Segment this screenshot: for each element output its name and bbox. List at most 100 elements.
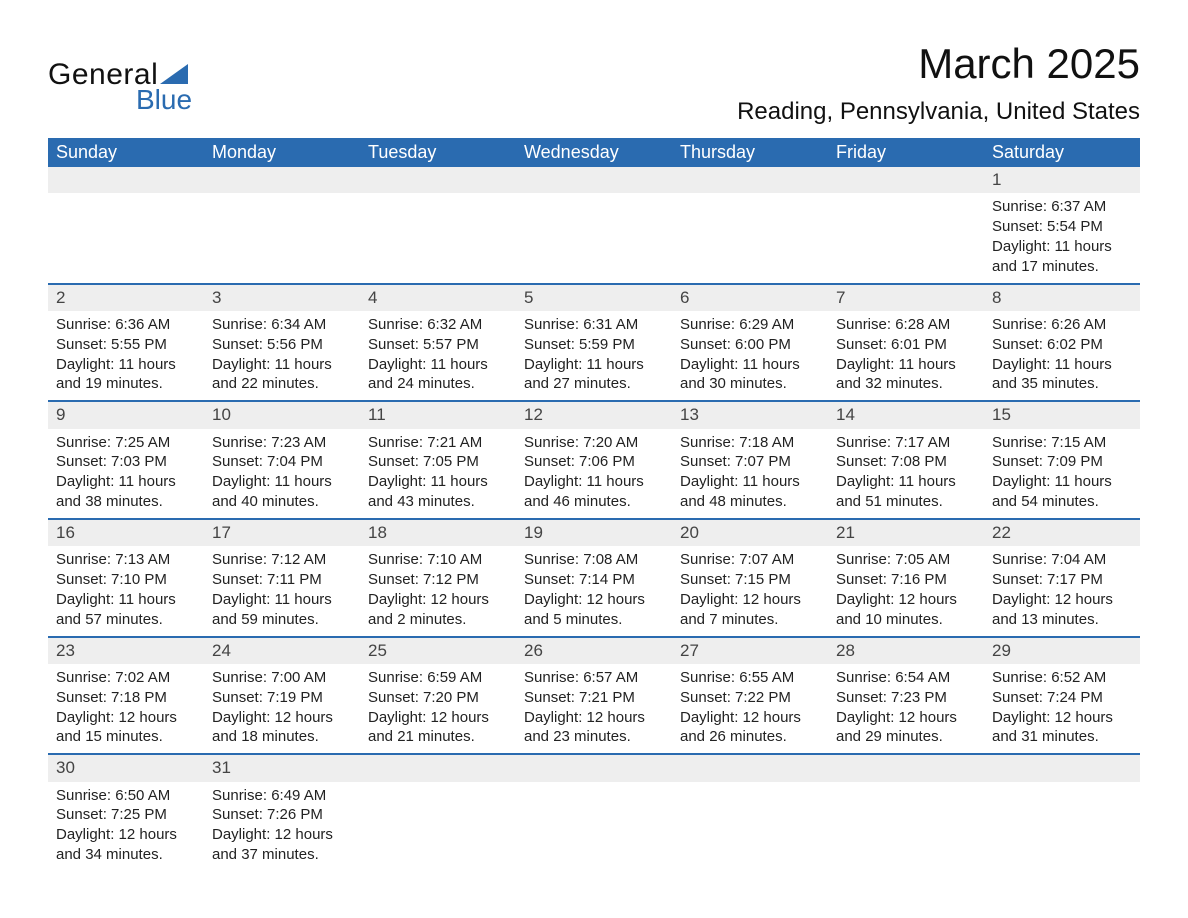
daylight-line: Daylight: 11 hours and 32 minutes. xyxy=(836,355,976,395)
daylight-line: Daylight: 12 hours and 23 minutes. xyxy=(524,708,664,748)
weekday-header: Monday xyxy=(204,138,360,167)
day-number xyxy=(984,755,1140,781)
daylight-line: Daylight: 11 hours and 43 minutes. xyxy=(368,472,508,512)
calendar-week-row: 1Sunrise: 6:37 AMSunset: 5:54 PMDaylight… xyxy=(48,167,1140,284)
calendar-day-cell xyxy=(672,754,828,871)
day-number: 14 xyxy=(828,402,984,428)
sunrise-line: Sunrise: 6:54 AM xyxy=(836,668,976,688)
day-number: 3 xyxy=(204,285,360,311)
sunset-line: Sunset: 7:14 PM xyxy=(524,570,664,590)
day-body: Sunrise: 7:04 AMSunset: 7:17 PMDaylight:… xyxy=(984,546,1140,635)
day-number: 28 xyxy=(828,638,984,664)
daylight-line: Daylight: 12 hours and 37 minutes. xyxy=(212,825,352,865)
day-body: Sunrise: 7:18 AMSunset: 7:07 PMDaylight:… xyxy=(672,429,828,518)
sunset-line: Sunset: 7:21 PM xyxy=(524,688,664,708)
calendar-day-cell: 19Sunrise: 7:08 AMSunset: 7:14 PMDayligh… xyxy=(516,519,672,637)
day-body xyxy=(672,782,828,792)
day-body: Sunrise: 7:12 AMSunset: 7:11 PMDaylight:… xyxy=(204,546,360,635)
sunrise-line: Sunrise: 6:31 AM xyxy=(524,315,664,335)
sunset-line: Sunset: 7:04 PM xyxy=(212,452,352,472)
day-number: 12 xyxy=(516,402,672,428)
calendar-day-cell: 12Sunrise: 7:20 AMSunset: 7:06 PMDayligh… xyxy=(516,401,672,519)
day-number: 18 xyxy=(360,520,516,546)
sunrise-line: Sunrise: 7:15 AM xyxy=(992,433,1132,453)
sunset-line: Sunset: 6:02 PM xyxy=(992,335,1132,355)
day-body: Sunrise: 6:28 AMSunset: 6:01 PMDaylight:… xyxy=(828,311,984,400)
day-number: 24 xyxy=(204,638,360,664)
day-number: 30 xyxy=(48,755,204,781)
sunset-line: Sunset: 7:03 PM xyxy=(56,452,196,472)
day-number xyxy=(360,167,516,193)
daylight-line: Daylight: 12 hours and 7 minutes. xyxy=(680,590,820,630)
day-body: Sunrise: 7:02 AMSunset: 7:18 PMDaylight:… xyxy=(48,664,204,753)
calendar-week-row: 23Sunrise: 7:02 AMSunset: 7:18 PMDayligh… xyxy=(48,637,1140,755)
day-body: Sunrise: 6:50 AMSunset: 7:25 PMDaylight:… xyxy=(48,782,204,871)
sunrise-line: Sunrise: 7:07 AM xyxy=(680,550,820,570)
sunrise-line: Sunrise: 7:20 AM xyxy=(524,433,664,453)
calendar-week-row: 16Sunrise: 7:13 AMSunset: 7:10 PMDayligh… xyxy=(48,519,1140,637)
sunset-line: Sunset: 7:16 PM xyxy=(836,570,976,590)
daylight-line: Daylight: 11 hours and 19 minutes. xyxy=(56,355,196,395)
calendar-day-cell xyxy=(984,754,1140,871)
daylight-line: Daylight: 11 hours and 46 minutes. xyxy=(524,472,664,512)
day-body: Sunrise: 6:57 AMSunset: 7:21 PMDaylight:… xyxy=(516,664,672,753)
day-body: Sunrise: 6:52 AMSunset: 7:24 PMDaylight:… xyxy=(984,664,1140,753)
calendar-table: SundayMondayTuesdayWednesdayThursdayFrid… xyxy=(48,138,1140,871)
calendar-day-cell: 14Sunrise: 7:17 AMSunset: 7:08 PMDayligh… xyxy=(828,401,984,519)
calendar-day-cell xyxy=(828,167,984,284)
calendar-day-cell: 21Sunrise: 7:05 AMSunset: 7:16 PMDayligh… xyxy=(828,519,984,637)
sunrise-line: Sunrise: 6:32 AM xyxy=(368,315,508,335)
sunrise-line: Sunrise: 6:29 AM xyxy=(680,315,820,335)
logo: General Blue xyxy=(48,58,192,116)
calendar-day-cell: 16Sunrise: 7:13 AMSunset: 7:10 PMDayligh… xyxy=(48,519,204,637)
sunrise-line: Sunrise: 6:37 AM xyxy=(992,197,1132,217)
calendar-day-cell: 13Sunrise: 7:18 AMSunset: 7:07 PMDayligh… xyxy=(672,401,828,519)
calendar-day-cell: 8Sunrise: 6:26 AMSunset: 6:02 PMDaylight… xyxy=(984,284,1140,402)
day-number xyxy=(672,167,828,193)
daylight-line: Daylight: 11 hours and 38 minutes. xyxy=(56,472,196,512)
daylight-line: Daylight: 12 hours and 15 minutes. xyxy=(56,708,196,748)
sunset-line: Sunset: 7:12 PM xyxy=(368,570,508,590)
sunrise-line: Sunrise: 6:26 AM xyxy=(992,315,1132,335)
daylight-line: Daylight: 12 hours and 5 minutes. xyxy=(524,590,664,630)
sunrise-line: Sunrise: 6:59 AM xyxy=(368,668,508,688)
day-number: 31 xyxy=(204,755,360,781)
calendar-day-cell: 27Sunrise: 6:55 AMSunset: 7:22 PMDayligh… xyxy=(672,637,828,755)
sunset-line: Sunset: 7:22 PM xyxy=(680,688,820,708)
daylight-line: Daylight: 12 hours and 2 minutes. xyxy=(368,590,508,630)
day-body: Sunrise: 6:34 AMSunset: 5:56 PMDaylight:… xyxy=(204,311,360,400)
calendar-day-cell xyxy=(516,754,672,871)
calendar-day-cell: 23Sunrise: 7:02 AMSunset: 7:18 PMDayligh… xyxy=(48,637,204,755)
day-number: 1 xyxy=(984,167,1140,193)
day-number: 21 xyxy=(828,520,984,546)
day-body: Sunrise: 7:15 AMSunset: 7:09 PMDaylight:… xyxy=(984,429,1140,518)
day-body: Sunrise: 6:36 AMSunset: 5:55 PMDaylight:… xyxy=(48,311,204,400)
sunrise-line: Sunrise: 6:55 AM xyxy=(680,668,820,688)
sunrise-line: Sunrise: 7:25 AM xyxy=(56,433,196,453)
daylight-line: Daylight: 12 hours and 29 minutes. xyxy=(836,708,976,748)
header: General Blue March 2025 Reading, Pennsyl… xyxy=(48,40,1140,126)
sunrise-line: Sunrise: 7:23 AM xyxy=(212,433,352,453)
daylight-line: Daylight: 11 hours and 51 minutes. xyxy=(836,472,976,512)
day-number xyxy=(516,167,672,193)
daylight-line: Daylight: 11 hours and 59 minutes. xyxy=(212,590,352,630)
sunrise-line: Sunrise: 6:36 AM xyxy=(56,315,196,335)
sunset-line: Sunset: 7:24 PM xyxy=(992,688,1132,708)
day-body: Sunrise: 6:31 AMSunset: 5:59 PMDaylight:… xyxy=(516,311,672,400)
day-body: Sunrise: 6:59 AMSunset: 7:20 PMDaylight:… xyxy=(360,664,516,753)
sunrise-line: Sunrise: 7:13 AM xyxy=(56,550,196,570)
calendar-day-cell: 22Sunrise: 7:04 AMSunset: 7:17 PMDayligh… xyxy=(984,519,1140,637)
day-body: Sunrise: 6:29 AMSunset: 6:00 PMDaylight:… xyxy=(672,311,828,400)
calendar-day-cell xyxy=(516,167,672,284)
weekday-header: Tuesday xyxy=(360,138,516,167)
day-body xyxy=(204,193,360,203)
sunset-line: Sunset: 7:10 PM xyxy=(56,570,196,590)
daylight-line: Daylight: 11 hours and 27 minutes. xyxy=(524,355,664,395)
day-body xyxy=(828,193,984,203)
day-number: 7 xyxy=(828,285,984,311)
day-body: Sunrise: 6:54 AMSunset: 7:23 PMDaylight:… xyxy=(828,664,984,753)
day-number: 15 xyxy=(984,402,1140,428)
calendar-day-cell: 10Sunrise: 7:23 AMSunset: 7:04 PMDayligh… xyxy=(204,401,360,519)
calendar-day-cell: 2Sunrise: 6:36 AMSunset: 5:55 PMDaylight… xyxy=(48,284,204,402)
sunrise-line: Sunrise: 6:28 AM xyxy=(836,315,976,335)
